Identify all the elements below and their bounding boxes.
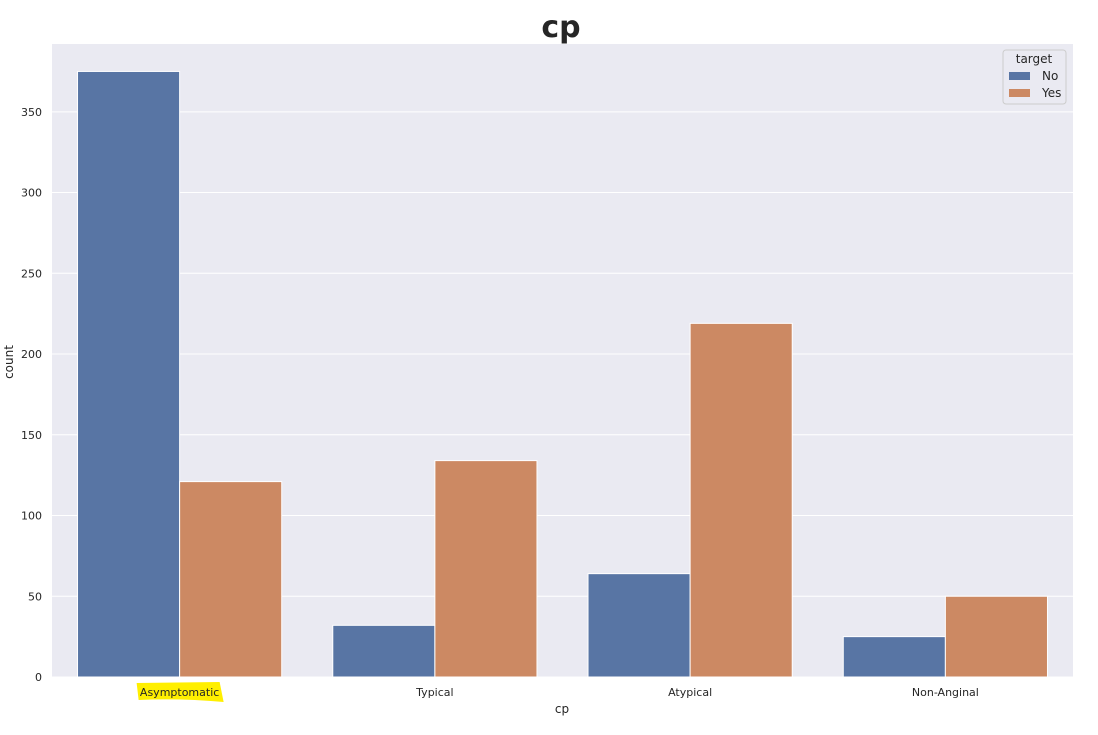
y-tick-label: 300 <box>21 187 42 200</box>
x-axis-ticks: Asymptomatic Typical Atypical Non-Anginal <box>136 682 979 702</box>
bar-asymptomatic-yes <box>179 481 283 678</box>
legend-label-no: No <box>1042 69 1058 83</box>
bars <box>77 70 1048 678</box>
bar-non-anginal-no <box>842 636 946 678</box>
bar-typical-no <box>332 624 436 678</box>
y-tick-label: 0 <box>35 671 42 684</box>
legend-label-yes: Yes <box>1041 86 1061 100</box>
y-axis-label: count <box>2 345 16 379</box>
y-tick-label: 50 <box>28 590 42 603</box>
legend-swatch-yes <box>1009 89 1030 97</box>
bar-asymptomatic-no <box>77 70 181 678</box>
legend: target No Yes <box>1002 49 1067 105</box>
y-axis-ticks: 0 50 100 150 200 250 300 350 <box>21 106 42 684</box>
y-tick-label: 100 <box>21 510 42 523</box>
x-tick-label: Asymptomatic <box>140 686 219 699</box>
bar-non-anginal-yes <box>944 595 1048 678</box>
y-tick-label: 250 <box>21 267 42 280</box>
chart-title: cp <box>541 10 580 45</box>
bar-typical-yes <box>434 460 538 678</box>
legend-swatch-no <box>1009 72 1030 80</box>
y-tick-label: 150 <box>21 429 42 442</box>
x-tick-label: Typical <box>415 686 453 699</box>
legend-title: target <box>1016 52 1053 66</box>
y-tick-label: 350 <box>21 106 42 119</box>
x-axis-label: cp <box>555 702 569 716</box>
y-tick-label: 200 <box>21 348 42 361</box>
highlight-marker <box>136 682 224 702</box>
x-tick-label: Non-Anginal <box>912 686 979 699</box>
x-tick-label: Atypical <box>668 686 712 699</box>
bar-atypical-yes <box>689 322 793 678</box>
bar-atypical-no <box>587 573 691 678</box>
